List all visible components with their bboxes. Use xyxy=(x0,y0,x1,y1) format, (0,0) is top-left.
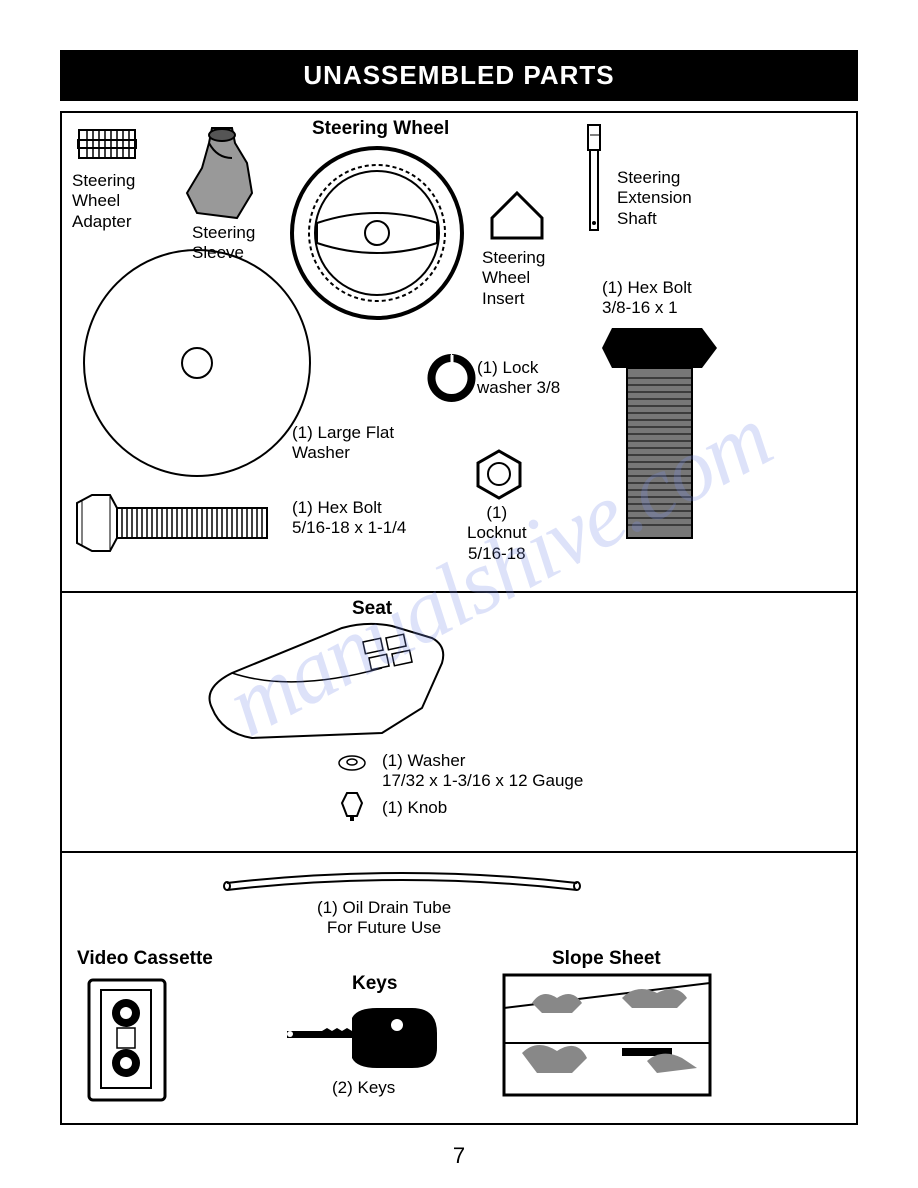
lock-washer-label: (1) Lock washer 3/8 xyxy=(477,358,560,399)
section-seat: Seat (1) Washer 17/32 x 1-3/16 x 12 Gaug… xyxy=(62,593,856,853)
keys-label: (2) Keys xyxy=(332,1078,395,1098)
steering-wheel-title: Steering Wheel xyxy=(312,118,449,141)
adapter-icon xyxy=(77,128,137,168)
steering-wheel-icon xyxy=(287,143,467,323)
small-washer-icon xyxy=(337,753,367,773)
insert-label: Steering Wheel Insert xyxy=(482,248,545,309)
large-washer-label: (1) Large Flat Washer xyxy=(292,423,394,464)
section-misc: (1) Oil Drain Tube For Future Use Video … xyxy=(62,853,856,1123)
knob-icon xyxy=(337,788,367,823)
locknut-icon xyxy=(472,448,527,503)
section-steering: Steering Wheel Steering Wheel Adapter St… xyxy=(62,113,856,593)
hex-bolt-1-label: (1) Hex Bolt 3/8-16 x 1 xyxy=(602,278,692,319)
ext-shaft-label: Steering Extension Shaft xyxy=(617,168,692,229)
locknut-label: (1) Locknut 5/16-18 xyxy=(467,503,527,564)
knob-label: (1) Knob xyxy=(382,798,447,818)
vcr-title: Video Cassette xyxy=(77,948,213,971)
drain-tube-icon xyxy=(222,868,582,898)
insert-icon xyxy=(482,188,552,248)
header-bar: UNASSEMBLED PARTS xyxy=(60,50,858,101)
seat-icon xyxy=(192,618,452,748)
ext-shaft-icon xyxy=(582,123,607,238)
lock-washer-icon xyxy=(427,353,477,403)
slope-title: Slope Sheet xyxy=(552,948,661,971)
drain-tube-label: (1) Oil Drain Tube For Future Use xyxy=(317,898,451,939)
small-washer-label: (1) Washer 17/32 x 1-3/16 x 12 Gauge xyxy=(382,751,583,792)
header-title: UNASSEMBLED PARTS xyxy=(303,60,614,90)
keys-title: Keys xyxy=(352,973,397,996)
hex-bolt-2-label: (1) Hex Bolt 5/16-18 x 1-1/4 xyxy=(292,498,406,539)
hex-bolt-1-icon xyxy=(602,323,722,543)
large-washer-icon xyxy=(82,248,312,478)
sleeve-icon xyxy=(177,123,267,233)
slope-sheet-icon xyxy=(502,973,712,1098)
keys-icon xyxy=(282,1003,442,1073)
hex-bolt-2-icon xyxy=(72,493,272,558)
vcr-icon xyxy=(87,978,167,1103)
adapter-label: Steering Wheel Adapter xyxy=(72,171,135,232)
main-parts-box: Steering Wheel Steering Wheel Adapter St… xyxy=(60,111,858,1125)
page-number: 7 xyxy=(60,1143,858,1169)
